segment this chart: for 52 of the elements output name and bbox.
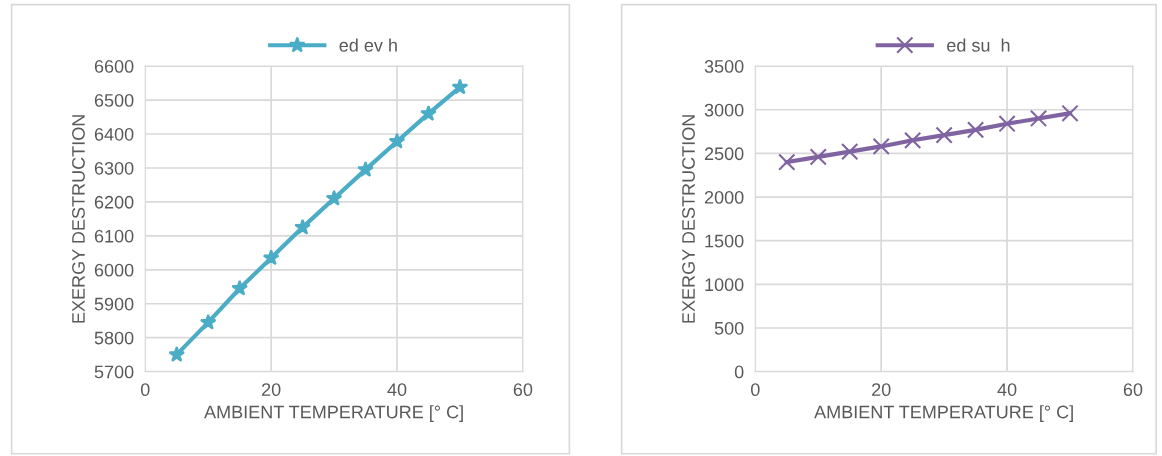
point: [168, 345, 186, 362]
y-tick-label: 6000: [94, 263, 134, 277]
legend-label: ed ev h: [339, 38, 397, 52]
point: [388, 132, 406, 149]
y-tick-label: 6600: [94, 60, 134, 73]
point: [451, 78, 469, 95]
point: [966, 121, 985, 139]
y-tick-label: 5700: [94, 365, 134, 379]
y-tick-label: 6300: [94, 161, 134, 175]
y-tick-label: 6400: [94, 127, 134, 141]
y-tick-label: 0: [734, 365, 744, 379]
y-tick-label: 2500: [704, 147, 744, 161]
x-tick-label: 20: [262, 383, 281, 397]
y-axis-title: EXERGY DESTRUCTION: [682, 115, 695, 323]
point: [778, 153, 796, 171]
point: [262, 249, 280, 266]
y-axis-title: EXERGY DESTRUCTION: [72, 115, 85, 323]
point: [420, 104, 437, 121]
x-tick-label: 0: [750, 383, 760, 397]
point: [872, 137, 890, 156]
x-tick-label: 0: [140, 383, 150, 397]
point: [325, 189, 343, 206]
y-tick-label: 2000: [704, 190, 744, 204]
x-axis-title: AMBIENT TEMPERATURE [° C]: [204, 405, 463, 422]
x-axis-title: AMBIENT TEMPERATURE [° C]: [814, 405, 1073, 422]
point: [199, 313, 217, 330]
x-tick-label: 40: [387, 383, 407, 397]
point: [294, 218, 311, 235]
x-tick-label: 60: [1123, 383, 1143, 397]
y-tick-label: 3500: [704, 60, 744, 73]
point: [903, 131, 922, 149]
x-tick-label: 20: [872, 383, 891, 397]
point: [809, 148, 827, 166]
y-tick-label: 3000: [704, 103, 744, 117]
point: [1029, 109, 1048, 128]
y-tick-label: 1500: [705, 234, 744, 248]
point: [1061, 104, 1079, 122]
y-tick-label: 5800: [94, 331, 134, 345]
point: [231, 279, 248, 296]
point: [841, 142, 859, 161]
x-tick-label: 40: [997, 383, 1017, 397]
y-tick-label: 1000: [705, 278, 744, 292]
legend-label: ed su h: [947, 38, 1010, 52]
point: [357, 160, 374, 177]
y-tick-label: 500: [714, 321, 744, 335]
y-tick-label: 6500: [94, 94, 134, 107]
x-tick-label: 60: [513, 383, 533, 397]
y-tick-label: 5900: [94, 297, 134, 311]
point: [935, 126, 953, 144]
y-tick-label: 6100: [94, 229, 134, 243]
point: [998, 115, 1016, 133]
y-tick-label: 6200: [94, 195, 134, 209]
